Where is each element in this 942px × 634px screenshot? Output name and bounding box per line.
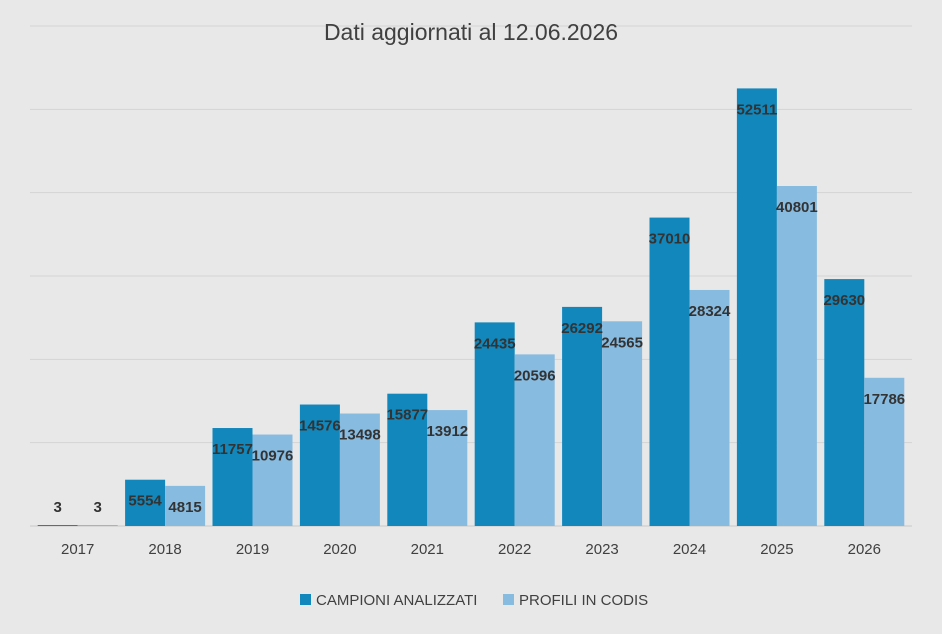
bar-profili-2020 <box>339 413 380 526</box>
data-label-campioni-2021: 15877 <box>386 407 428 424</box>
bar-profili-2017 <box>77 525 118 526</box>
data-label-campioni-2019: 11757 <box>212 441 253 458</box>
x-tick-label-2024: 2024 <box>673 541 706 558</box>
bar-campioni-2024 <box>649 217 690 527</box>
bar-profili-2024 <box>689 289 730 526</box>
bar-profili-2018 <box>165 485 206 526</box>
bar-profili-2026 <box>864 377 905 526</box>
data-label-campioni-2026: 29630 <box>823 292 865 309</box>
bar-profili-2023 <box>602 321 643 526</box>
data-label-campioni-2022: 24435 <box>474 335 516 352</box>
gridlines <box>30 25 912 527</box>
x-tick-label-2020: 2020 <box>323 541 356 558</box>
data-label-profili-2022: 20596 <box>514 367 556 384</box>
legend-swatch-profili <box>503 594 514 605</box>
data-label-profili-2024: 28324 <box>689 303 731 320</box>
bar-profili-2022 <box>514 354 555 526</box>
legend-label-campioni: CAMPIONI ANALIZZATI <box>316 592 477 609</box>
data-label-campioni-2017: 3 <box>54 499 62 516</box>
data-label-profili-2020: 13498 <box>339 427 381 444</box>
bar-campioni-2026 <box>824 279 865 526</box>
bar-profili-2021 <box>427 410 468 526</box>
data-label-profili-2021: 13912 <box>426 423 468 440</box>
x-tick-label-2017: 2017 <box>61 541 94 558</box>
x-tick-label-2025: 2025 <box>760 541 793 558</box>
bar-campioni-2019 <box>212 428 253 526</box>
bar-campioni-2020 <box>299 404 340 526</box>
legend-label-profili: PROFILI IN CODIS <box>519 592 648 609</box>
data-label-profili-2025: 40801 <box>776 199 818 216</box>
x-tick-label-2022: 2022 <box>498 541 531 558</box>
legend-swatch-campioni <box>300 594 311 605</box>
data-label-campioni-2020: 14576 <box>299 418 341 435</box>
x-tick-label-2018: 2018 <box>148 541 181 558</box>
x-tick-label-2021: 2021 <box>411 541 444 558</box>
x-tick-label-2026: 2026 <box>848 541 881 558</box>
bars <box>37 88 905 527</box>
data-label-campioni-2025: 52511 <box>736 101 777 118</box>
bar-profili-2025 <box>776 185 817 526</box>
bar-campioni-2021 <box>387 393 428 526</box>
x-tick-label-2019: 2019 <box>236 541 269 558</box>
data-label-profili-2017: 3 <box>94 499 102 516</box>
bar-campioni-2017 <box>37 525 78 526</box>
data-label-profili-2018: 4815 <box>168 499 201 516</box>
bar-campioni-2023 <box>562 306 603 526</box>
data-label-campioni-2024: 37010 <box>649 231 691 248</box>
legend: CAMPIONI ANALIZZATI PROFILI IN CODIS <box>300 592 648 609</box>
bar-campioni-2018 <box>125 479 166 526</box>
data-label-profili-2019: 10976 <box>252 448 294 465</box>
data-label-profili-2023: 24565 <box>601 334 643 351</box>
data-label-campioni-2018: 5554 <box>128 493 162 510</box>
x-axis-ticks: 2017 2018 2019 2020 2021 2022 2023 2024 2025 2026 <box>61 541 881 558</box>
data-label-profili-2026: 17786 <box>863 391 905 408</box>
data-label-campioni-2023: 26292 <box>561 320 603 337</box>
bar-campioni-2025 <box>736 88 777 527</box>
x-tick-label-2023: 2023 <box>585 541 618 558</box>
bar-campioni-2022 <box>474 322 515 526</box>
chart-title: Dati aggiornati al 12.06.2026 <box>324 19 618 45</box>
bar-profili-2019 <box>252 434 293 526</box>
